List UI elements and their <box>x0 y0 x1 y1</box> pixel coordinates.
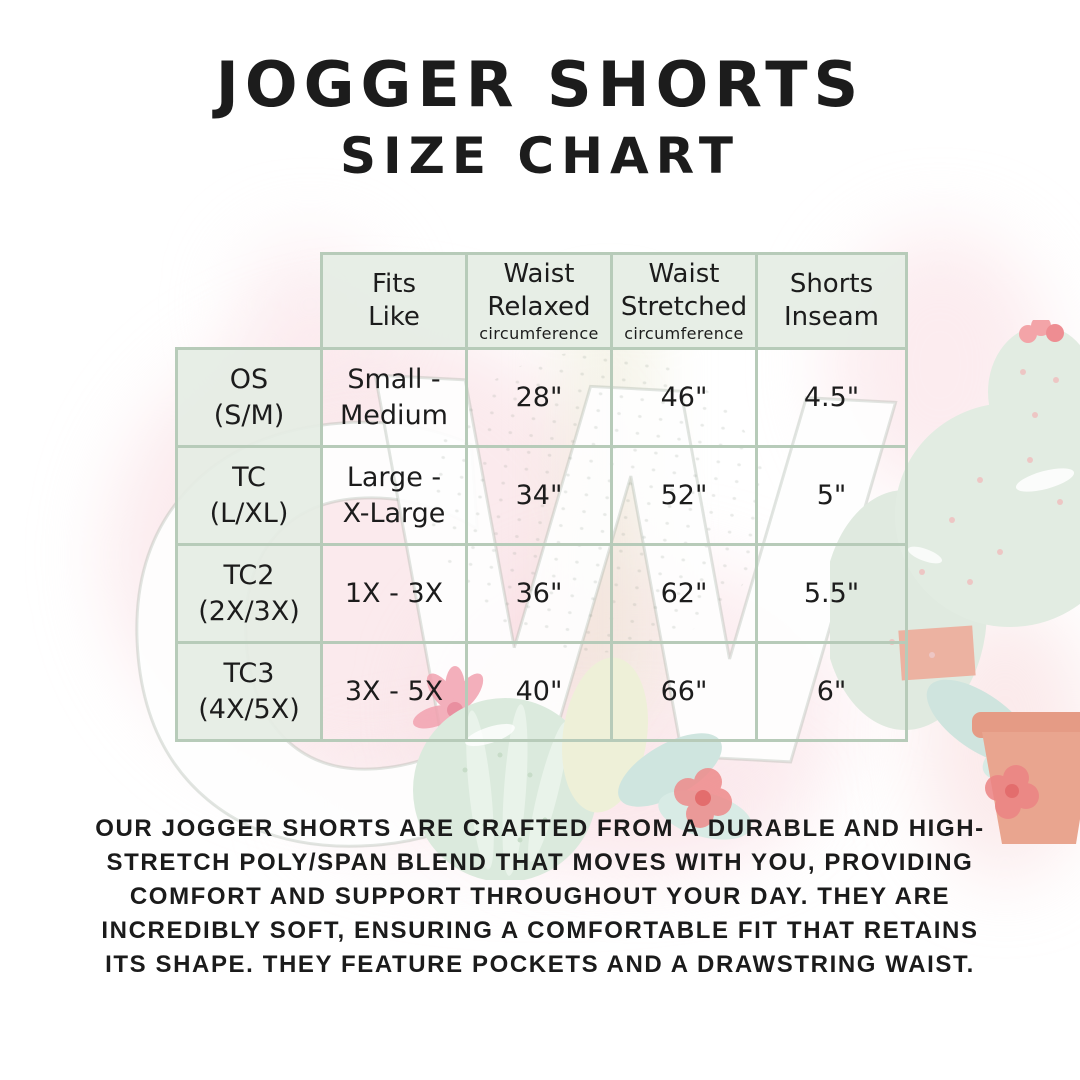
page-subtitle: SIZE CHART <box>339 127 741 185</box>
waist-stretched-cell: 52" <box>610 445 758 546</box>
col-header-label: Fits Like <box>368 269 420 332</box>
fits-like-cell: 1X - 3X <box>320 543 468 644</box>
shorts-inseam-cell: 4.5" <box>755 347 908 448</box>
col-header-label: Waist Relaxed <box>487 259 591 322</box>
fits-like-cell: 3X - 5X <box>320 641 468 742</box>
size-cell: TC2 (2X/3X) <box>175 543 323 644</box>
table-row: OS (S/M) Small - Medium 28" 46" 4.5" <box>175 347 908 448</box>
size-cell: OS (S/M) <box>175 347 323 448</box>
waist-stretched-cell: 66" <box>610 641 758 742</box>
shorts-inseam-cell: 6" <box>755 641 908 742</box>
col-header-fits-like: Fits Like <box>320 252 468 350</box>
description-line: STRETCH POLY/SPAN BLEND THAT MOVES WITH … <box>106 849 974 876</box>
description-line: ITS SHAPE. THEY FEATURE POCKETS AND A DR… <box>105 951 975 978</box>
col-header-waist-stretched: Waist Stretched circumference <box>610 252 758 350</box>
fits-like-cell: Large - X-Large <box>320 445 468 546</box>
col-header-label: Shorts Inseam <box>784 269 879 332</box>
corner-cell <box>177 254 322 349</box>
description-line: OUR JOGGER SHORTS ARE CRAFTED FROM A DUR… <box>95 815 985 842</box>
waist-relaxed-cell: 28" <box>465 347 613 448</box>
description-line: COMFORT AND SUPPORT THROUGHOUT YOUR DAY.… <box>129 883 951 910</box>
waist-stretched-cell: 62" <box>610 543 758 644</box>
header-row: Fits Like Waist Relaxed circumference Wa… <box>177 252 908 350</box>
fits-like-cell: Small - Medium <box>320 347 468 448</box>
size-chart-table: Fits Like Waist Relaxed circumference Wa… <box>175 252 908 742</box>
col-header-shorts-inseam: Shorts Inseam <box>755 252 908 350</box>
col-header-sub: circumference <box>479 324 599 343</box>
shorts-inseam-cell: 5.5" <box>755 543 908 644</box>
col-header-label: Waist Stretched <box>620 259 748 322</box>
page-title: JOGGER SHORTS <box>215 48 865 121</box>
waist-stretched-cell: 46" <box>610 347 758 448</box>
description-line: INCREDIBLY SOFT, ENSURING A COMFORTABLE … <box>101 917 979 944</box>
shorts-inseam-cell: 5" <box>755 445 908 546</box>
product-description: OUR JOGGER SHORTS ARE CRAFTED FROM A DUR… <box>0 812 1080 982</box>
table-row: TC3 (4X/5X) 3X - 5X 40" 66" 6" <box>175 641 908 742</box>
size-cell: TC3 (4X/5X) <box>175 641 323 742</box>
table-row: TC2 (2X/3X) 1X - 3X 36" 62" 5.5" <box>175 543 908 644</box>
col-header-sub: circumference <box>624 324 744 343</box>
waist-relaxed-cell: 36" <box>465 543 613 644</box>
waist-relaxed-cell: 34" <box>465 445 613 546</box>
title-block: JOGGER SHORTS SIZE CHART <box>0 48 1080 185</box>
waist-relaxed-cell: 40" <box>465 641 613 742</box>
size-cell: TC (L/XL) <box>175 445 323 546</box>
col-header-waist-relaxed: Waist Relaxed circumference <box>465 252 613 350</box>
table-row: TC (L/XL) Large - X-Large 34" 52" 5" <box>175 445 908 546</box>
